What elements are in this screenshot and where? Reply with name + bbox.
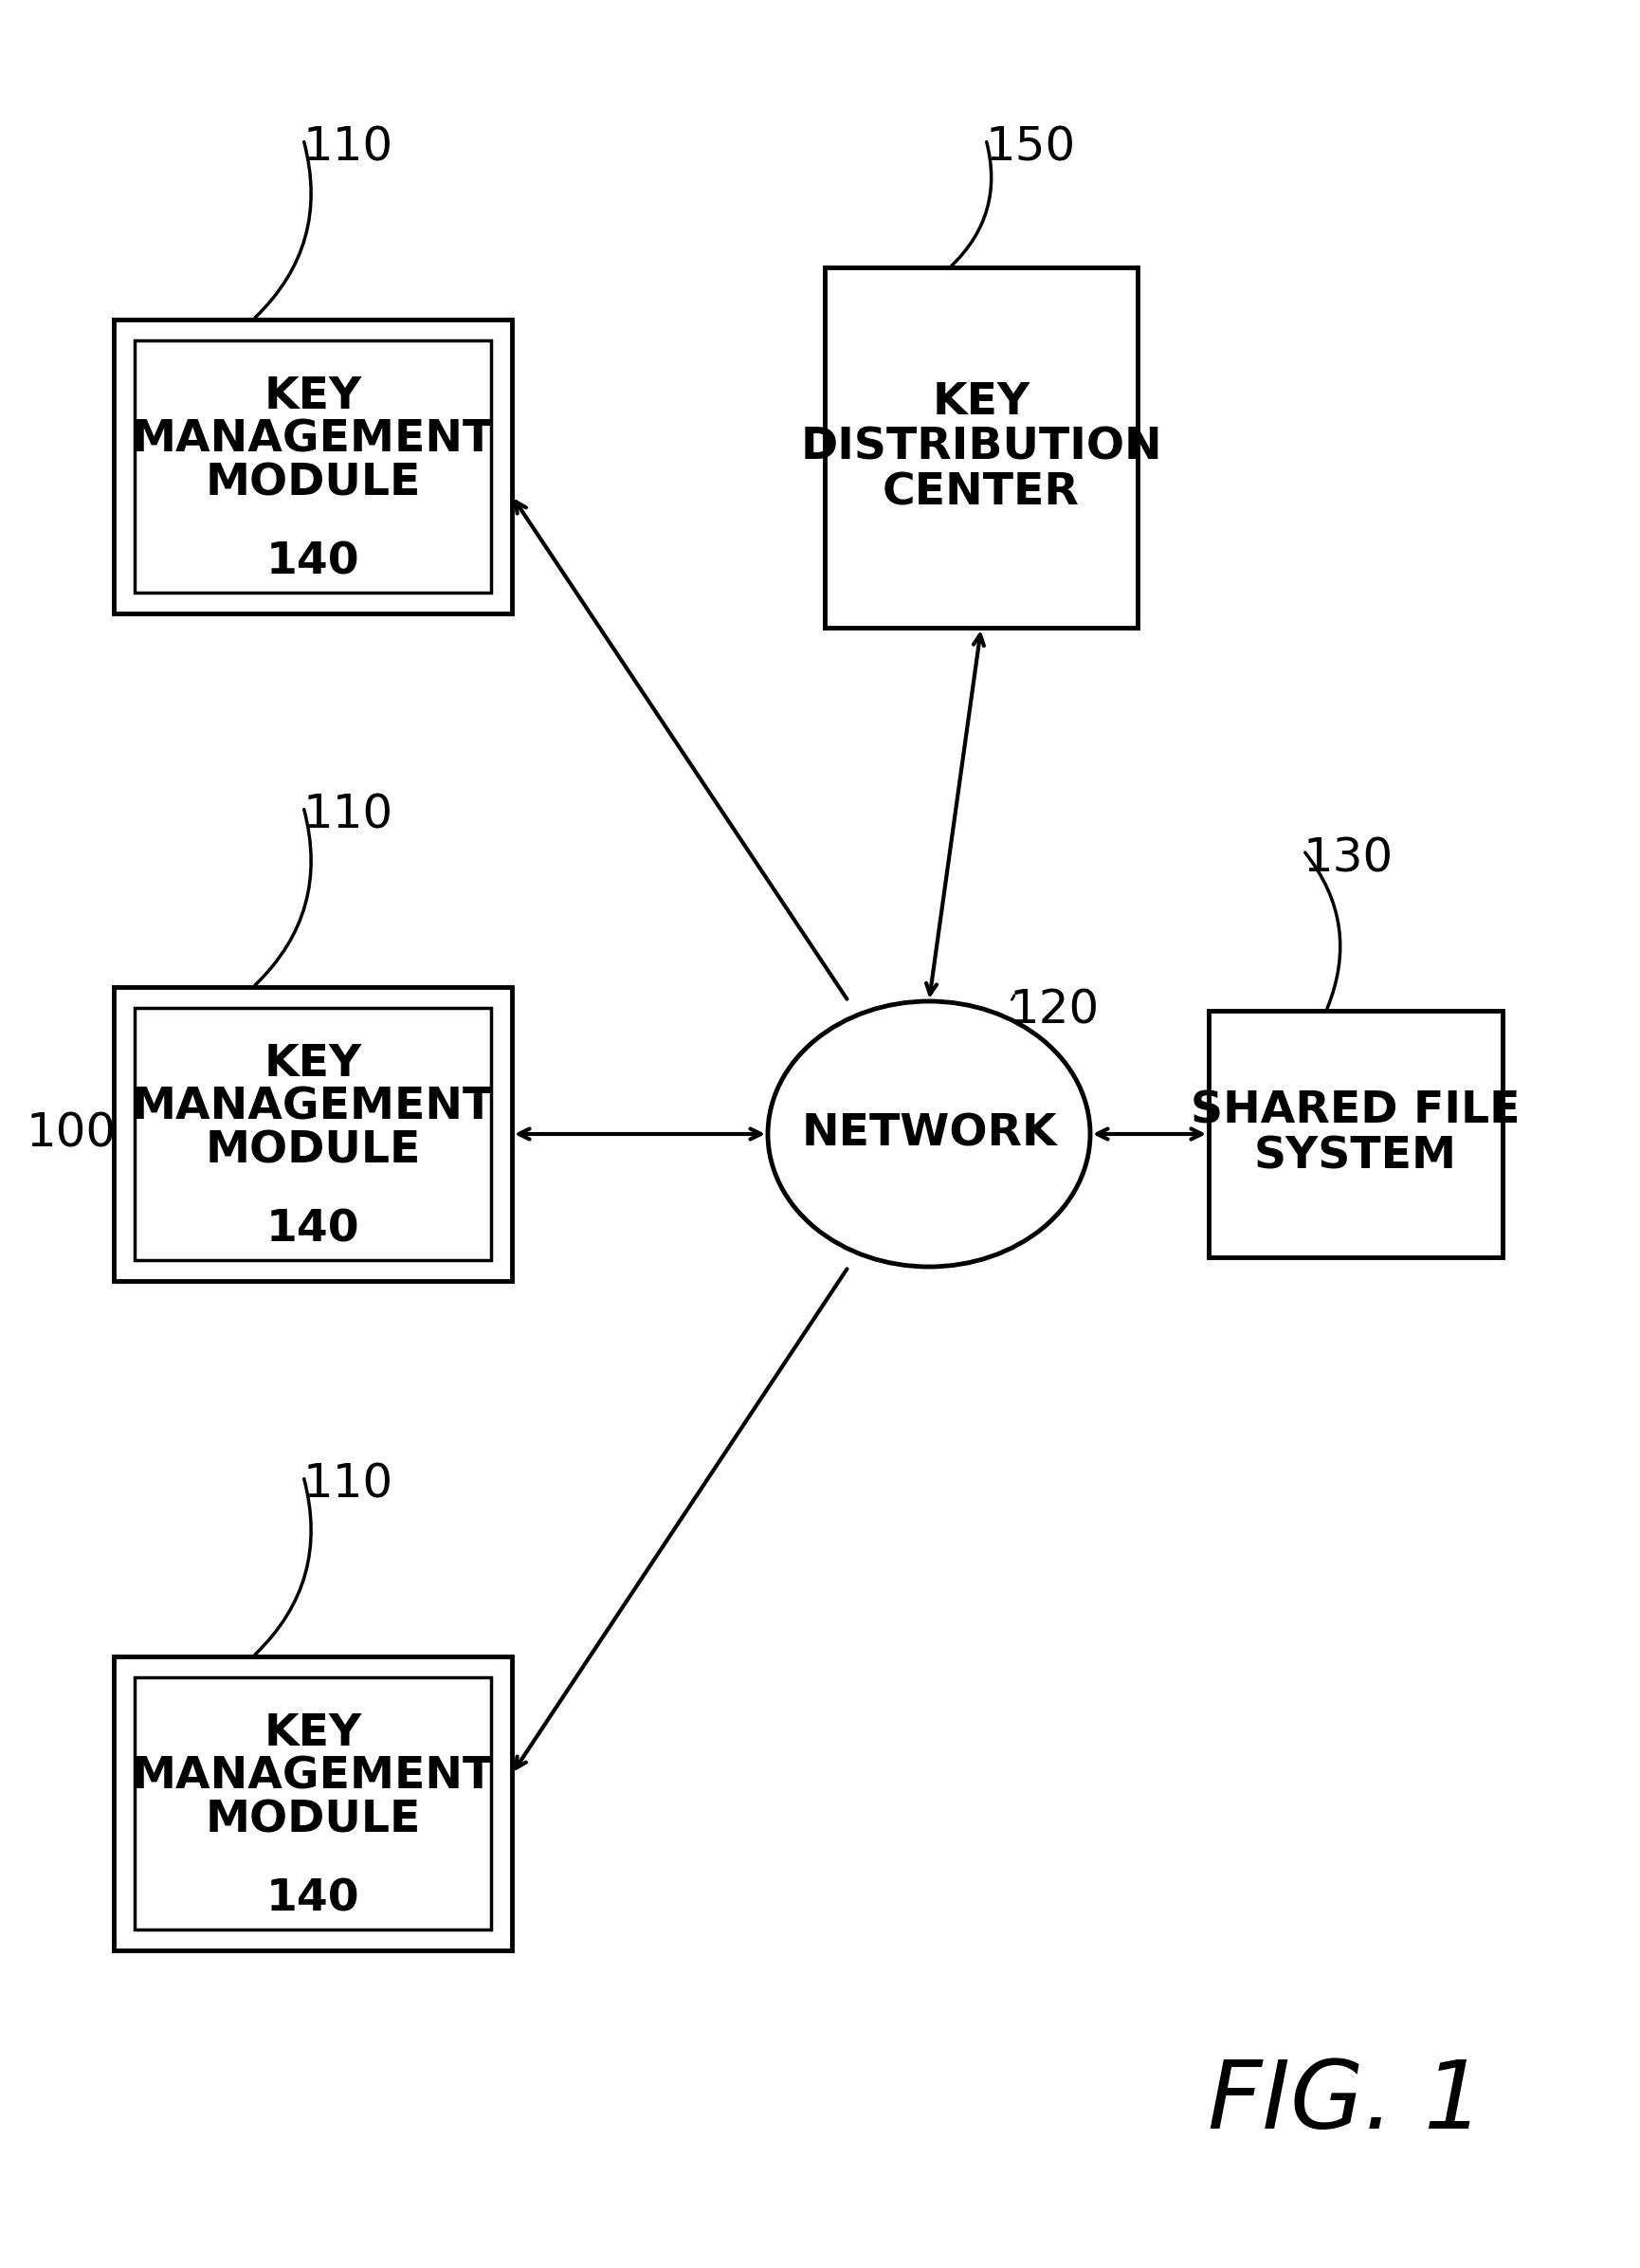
Text: 150: 150 [986,125,1076,170]
Text: KEY: KEY [264,1043,362,1086]
Bar [1209,1012,1502,1256]
Text: 140: 140 [266,540,359,583]
Text: NETWORK: NETWORK [802,1114,1056,1154]
Text: 140: 140 [266,1209,359,1252]
Bar [134,340,490,592]
Text: 110: 110 [303,125,394,170]
Text: KEY: KEY [932,381,1030,424]
Text: 140: 140 [266,1878,359,1921]
Bar [113,987,512,1281]
Text: MANAGEMENT: MANAGEMENT [131,1086,494,1129]
Text: SHARED FILE: SHARED FILE [1191,1091,1520,1132]
Text: 100: 100 [26,1111,116,1157]
Text: KEY: KEY [264,1712,362,1755]
Text: KEY: KEY [264,376,362,417]
Text: MANAGEMENT: MANAGEMENT [131,420,494,463]
Bar [134,1007,490,1261]
Text: MODULE: MODULE [205,1799,420,1842]
Bar [134,1678,490,1930]
Ellipse shape [768,1000,1091,1268]
Bar [825,268,1138,628]
Text: 120: 120 [1010,989,1100,1034]
Text: DISTRIBUTION: DISTRIBUTION [800,426,1163,469]
Text: CENTER: CENTER [882,472,1079,515]
Text: MODULE: MODULE [205,1129,420,1173]
Text: 110: 110 [303,792,394,839]
Text: SYSTEM: SYSTEM [1255,1136,1456,1177]
Text: MANAGEMENT: MANAGEMENT [131,1755,494,1799]
Bar [113,1656,512,1950]
Text: FIG. 1: FIG. 1 [1209,2057,1484,2148]
Text: 130: 130 [1304,837,1394,882]
Text: MODULE: MODULE [205,463,420,506]
Text: 110: 110 [303,1463,394,1508]
Bar [113,320,512,612]
